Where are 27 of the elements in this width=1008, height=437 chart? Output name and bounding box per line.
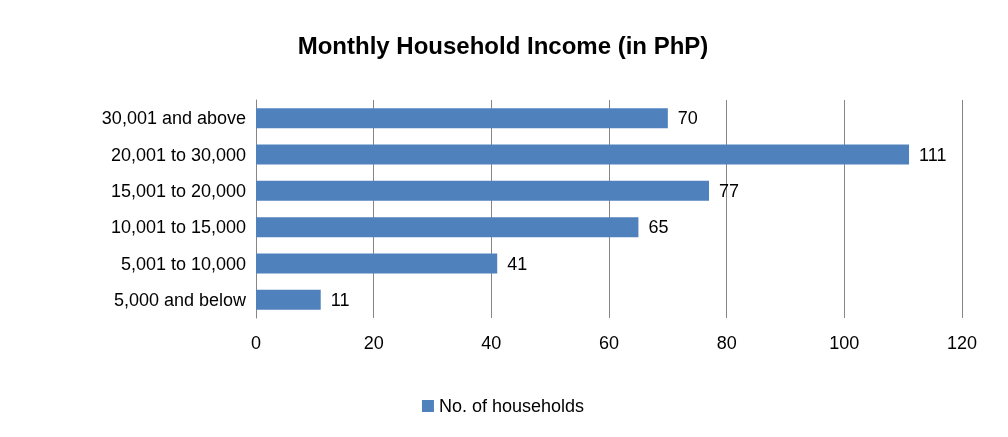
data-label: 77 xyxy=(719,180,740,201)
x-tick-label: 120 xyxy=(946,333,978,353)
bar xyxy=(256,217,639,238)
x-tick-label: 80 xyxy=(716,333,737,353)
bar xyxy=(256,180,710,201)
chart-title: Monthly Household Income (in PhP) xyxy=(297,31,709,59)
x-tick-label: 100 xyxy=(829,333,860,353)
bar xyxy=(256,144,910,165)
bar xyxy=(256,289,321,310)
x-tick-label: 60 xyxy=(598,333,620,353)
x-tick-label: 20 xyxy=(363,333,384,353)
y-tick-label: 20,001 to 30,000 xyxy=(110,144,246,165)
y-tick-label: 30,001 and above xyxy=(101,108,246,129)
x-tick-label: 0 xyxy=(250,333,262,353)
x-tick-label: 40 xyxy=(481,333,502,353)
bar xyxy=(256,253,498,274)
data-label: 65 xyxy=(648,217,669,238)
y-tick-label: 5,001 to 10,000 xyxy=(120,253,246,274)
y-tick-label: 5,000 and below xyxy=(113,289,247,310)
legend-label: No. of households xyxy=(438,396,585,416)
data-label: 111 xyxy=(919,144,947,165)
bar xyxy=(256,108,668,129)
data-label: 70 xyxy=(677,108,698,129)
y-tick-label: 15,001 to 20,000 xyxy=(110,180,246,201)
data-label: 11 xyxy=(330,289,350,310)
data-label: 41 xyxy=(507,253,528,274)
y-tick-label: 10,001 to 15,000 xyxy=(110,217,246,238)
